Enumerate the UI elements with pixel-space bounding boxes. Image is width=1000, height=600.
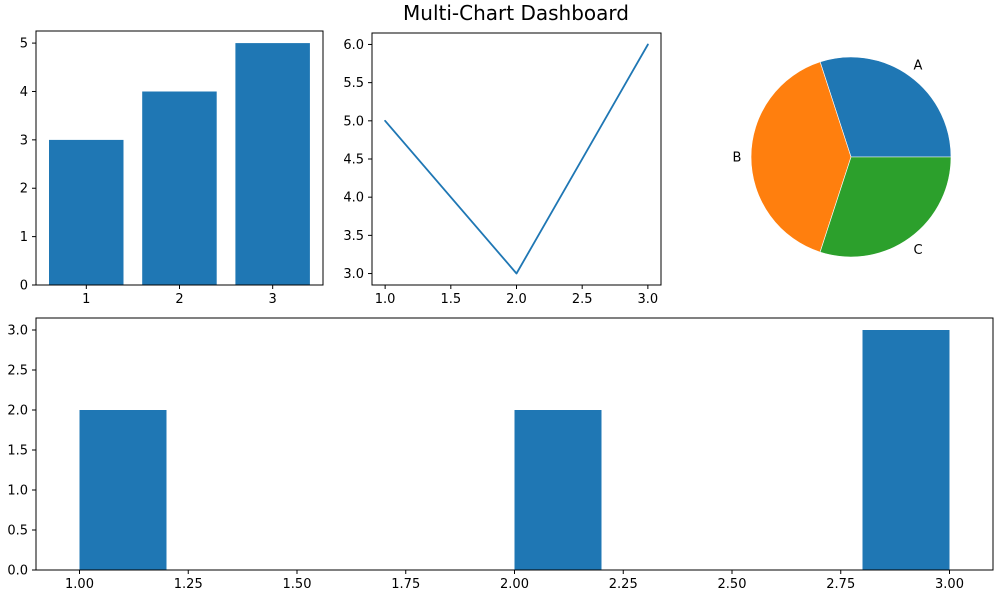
bar <box>862 330 950 570</box>
y-tick-label: 1.0 <box>7 484 28 499</box>
y-tick-label: 5.5 <box>343 76 364 91</box>
pie-label: C <box>913 243 922 258</box>
axes-frame <box>371 32 662 286</box>
line-series <box>384 43 649 275</box>
y-tick-label: 3.0 <box>7 324 28 339</box>
x-tick-label: 2 <box>175 292 183 307</box>
bar <box>49 139 124 285</box>
x-tick-label: 1.50 <box>283 577 312 592</box>
bar <box>514 410 602 570</box>
bar <box>142 91 217 285</box>
y-tick-label: 0 <box>20 279 28 294</box>
x-tick-label: 3.00 <box>935 577 964 592</box>
bar <box>79 410 167 570</box>
y-tick-label: 4 <box>20 85 28 100</box>
x-tick-label: 3.0 <box>638 292 659 307</box>
dashboard-title: Multi-Chart Dashboard <box>403 1 629 25</box>
x-tick-label: 1.5 <box>440 292 461 307</box>
x-tick-label: 1.00 <box>65 577 94 592</box>
pie-label: A <box>914 58 923 73</box>
y-tick-label: 0.0 <box>7 564 28 579</box>
pie-slice <box>819 56 952 158</box>
y-tick-label: 2.0 <box>7 404 28 419</box>
pie-label: B <box>733 151 742 166</box>
y-tick-label: 2 <box>20 182 28 197</box>
y-tick-label: 2.5 <box>7 364 28 379</box>
bar-chart: 1 2 3 0 1 2 3 4 5 <box>20 30 324 307</box>
y-tick-label: 1.5 <box>7 444 28 459</box>
histogram: 1.00 1.25 1.50 1.75 2.00 2.25 2.50 2.75 3.00 0.0 0… <box>7 317 994 592</box>
pie-chart: A B C <box>733 56 952 258</box>
y-tick-label: 4.5 <box>343 153 364 168</box>
x-tick-label: 2.25 <box>609 577 638 592</box>
bar <box>235 43 310 285</box>
x-tick-label: 1.75 <box>391 577 420 592</box>
y-tick-label: 3 <box>20 133 28 148</box>
y-tick-label: 3.0 <box>343 267 364 282</box>
y-tick-label: 4.0 <box>343 191 364 206</box>
y-tick-label: 0.5 <box>7 524 28 539</box>
x-tick-label: 1.0 <box>375 292 396 307</box>
x-tick-label: 2.50 <box>718 577 747 592</box>
pie-slice <box>819 156 952 258</box>
x-tick-label: 2.0 <box>506 292 527 307</box>
x-tick-label: 2.75 <box>826 577 855 592</box>
x-tick-label: 1 <box>82 292 90 307</box>
y-tick-label: 1 <box>20 230 28 245</box>
y-tick-label: 5 <box>20 37 28 52</box>
line-chart: 1.0 1.5 2.0 2.5 3.0 3.0 3.5 4.0 4.5 5.0 5.5 6.0 <box>343 32 662 307</box>
x-tick-label: 3 <box>269 292 277 307</box>
y-tick-label: 3.5 <box>343 229 364 244</box>
pie-slice <box>750 61 852 253</box>
x-tick-label: 1.25 <box>174 577 203 592</box>
y-tick-label: 5.0 <box>343 114 364 129</box>
x-tick-label: 2.00 <box>500 577 529 592</box>
y-tick-label: 6.0 <box>343 38 364 53</box>
x-tick-label: 2.5 <box>572 292 593 307</box>
